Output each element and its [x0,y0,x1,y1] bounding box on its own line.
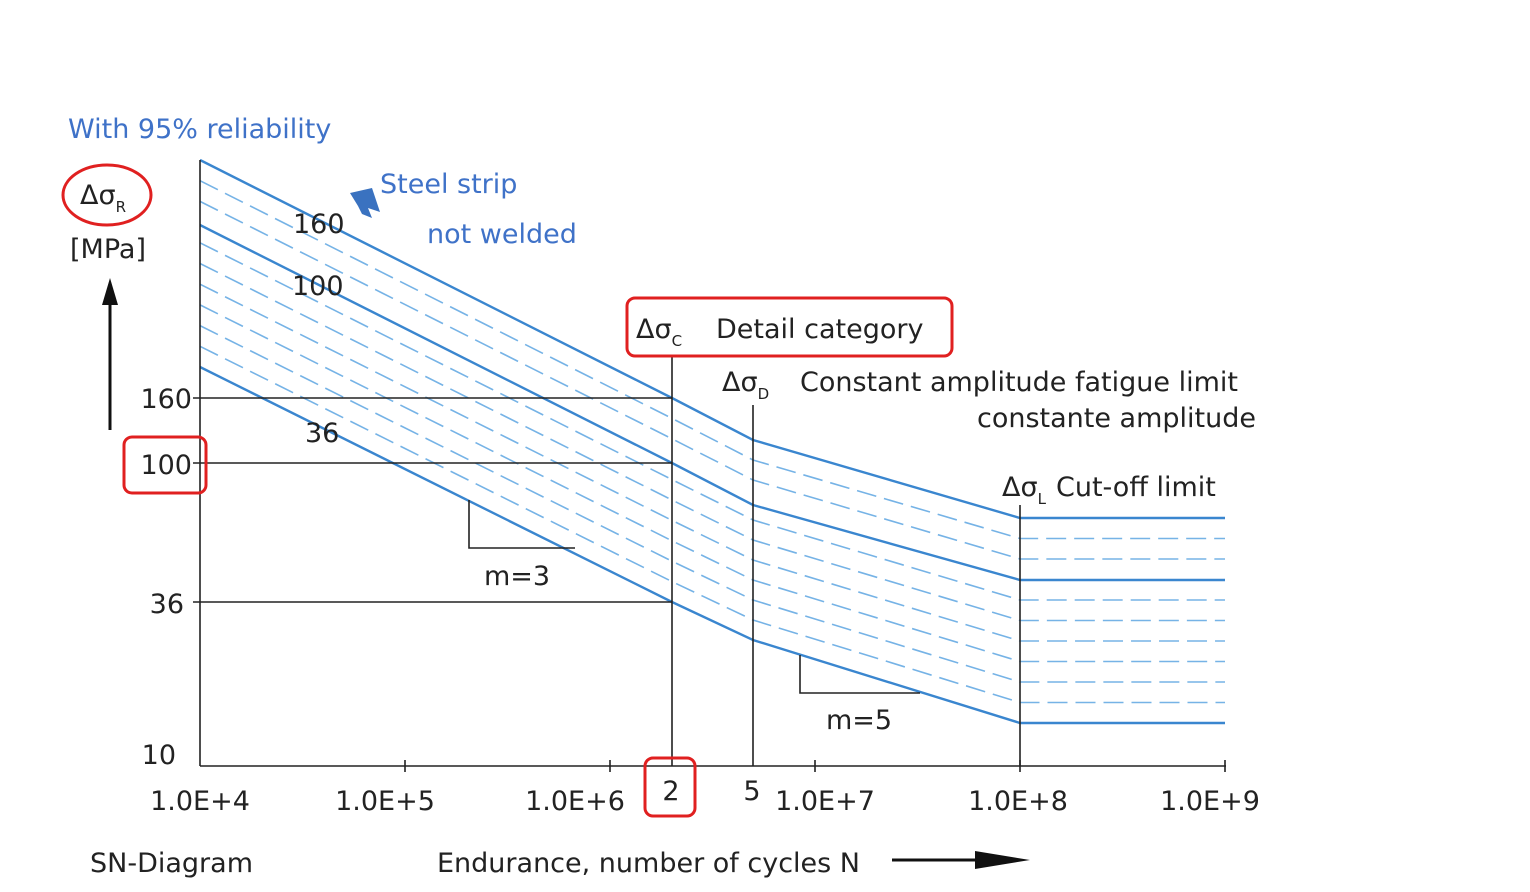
label: Constant amplitude fatigue limit [800,367,1238,398]
y-label: 10 [142,740,176,771]
subscript: L [1038,490,1047,508]
symbol: Δσ [636,314,672,345]
symbol: Δσ [1002,472,1038,503]
y-label: 160 [140,384,192,415]
dashed-line [199,262,1225,622]
x-label: 1.0E+5 [335,786,435,817]
x-label: 1.0E+8 [968,786,1068,817]
subscript: C [672,332,682,350]
x-label: 1.0E+7 [775,786,875,817]
curve-label: 160 [293,209,345,240]
slope-label: m=5 [826,705,892,736]
footer-title: SN-Diagram [90,848,253,879]
label: Detail category [716,314,923,345]
x-label: 1.0E+6 [525,786,625,817]
scatter-band [199,179,1225,704]
y-label: 36 [150,589,184,620]
highlight-2 [643,756,697,818]
reference-lines [193,356,1021,766]
curve-label: 36 [305,418,339,449]
x-label: 1.0E+9 [1160,786,1260,817]
reliability: With 95% reliability [68,114,331,145]
curve-label: 100 [292,271,344,302]
symbol: Δσ [80,180,116,211]
highlight-detail [625,296,954,358]
note: not welded [427,219,577,250]
note: Steel strip [380,169,517,200]
curve-160 [199,158,1225,520]
detail-category: ΔσC Detail category [636,314,923,350]
y-label: 100 [140,450,192,481]
fatigue-limit-2: constante amplitude [977,403,1256,434]
cutoff-limit: ΔσL Cut-off limit [1002,472,1216,508]
highlight-100 [122,435,208,495]
symbol: Δσ [722,367,758,398]
x-label: 1.0E+4 [150,786,250,817]
symbol-ellipse [61,163,153,227]
y-symbol: ΔσR [80,180,126,216]
dashed-line [199,345,1225,704]
x-title: Endurance, number of cycles N [437,848,860,879]
slope-label: m=3 [484,561,550,592]
y-arrow-head [102,278,118,305]
subscript: R [116,198,126,216]
label: Cut-off limit [1056,472,1216,503]
x-extra-label: 5 [743,776,760,807]
x-arrow-head [975,851,1030,869]
fatigue-limit: ΔσD Constant amplitude fatigue limit [722,367,1238,403]
x-extra-label: 2 [662,776,679,807]
note-arrow [350,188,380,218]
subscript: D [758,385,770,403]
y-unit: [MPa] [70,234,146,265]
